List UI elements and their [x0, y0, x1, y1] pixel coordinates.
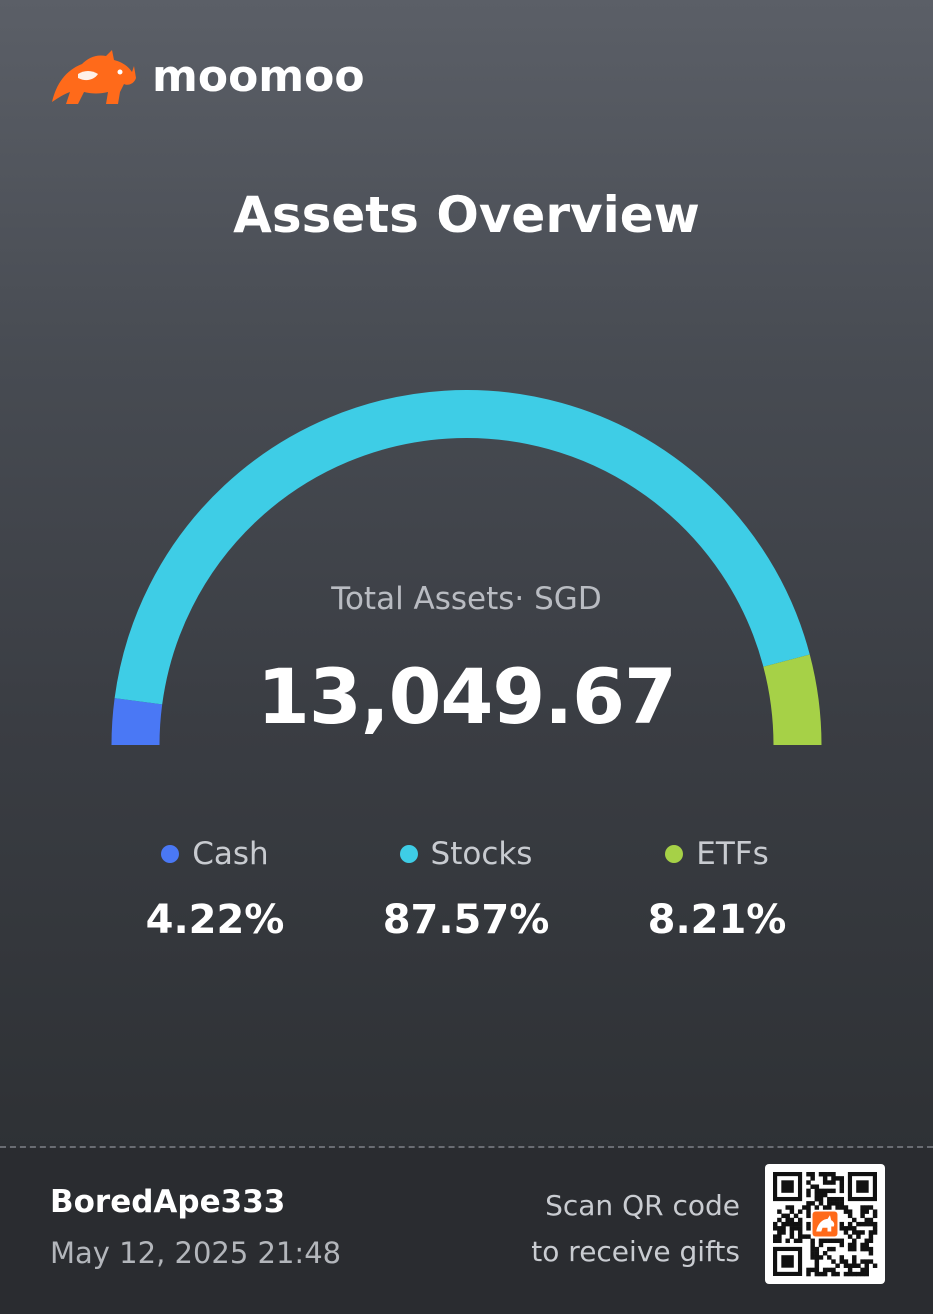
legend-label-stocks: Stocks: [430, 836, 533, 872]
qr-code-pattern: [773, 1172, 878, 1277]
legend-dot-cash: [161, 845, 180, 863]
legend-percent-etfs: 8.21%: [647, 897, 787, 943]
legend-dot-stocks: [399, 845, 418, 863]
legend-item-etfs: ETFs 8.21%: [587, 834, 847, 942]
legend-label-etfs: ETFs: [696, 836, 769, 872]
scan-qr-prompt: Scan QR code to receive gifts: [531, 1183, 740, 1275]
qr-bull-icon: [816, 1215, 835, 1232]
total-assets-value: 13,049.67: [257, 652, 677, 741]
username: BoredApe333: [50, 1184, 286, 1220]
moomoo-bull-logo-icon: [52, 50, 136, 104]
brand-name: moomoo: [152, 51, 365, 102]
total-assets-label: Total Assets· SGD: [331, 581, 602, 617]
legend-percent-cash: 4.22%: [145, 897, 285, 943]
gauge-segment-stocks: [114, 390, 810, 705]
scan-qr-line-2: to receive gifts: [531, 1235, 740, 1268]
legend-item-stocks: Stocks 87.57%: [336, 834, 596, 942]
brand-header: moomoo: [48, 44, 365, 110]
scan-qr-line-1: Scan QR code: [545, 1189, 740, 1222]
page-title: Assets Overview: [233, 186, 700, 244]
legend-dot-etfs: [665, 845, 684, 863]
legend-item-cash: Cash 4.22%: [85, 834, 345, 942]
gauge-segment-cash: [111, 698, 163, 746]
footer-divider: [0, 1146, 933, 1148]
timestamp: May 12, 2025 21:48: [50, 1236, 342, 1270]
qr-code-icon[interactable]: [765, 1164, 885, 1284]
legend-label-cash: Cash: [192, 836, 269, 872]
legend-percent-stocks: 87.57%: [382, 897, 550, 943]
gauge-segment-etfs: [763, 654, 822, 746]
